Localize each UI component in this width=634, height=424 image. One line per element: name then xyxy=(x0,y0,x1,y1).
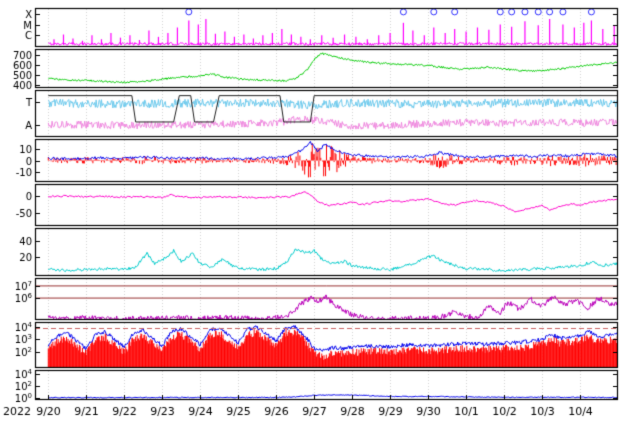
solar-terrestrial-activity-chart xyxy=(0,0,634,424)
spaceweather-chart-canvas xyxy=(0,0,634,424)
